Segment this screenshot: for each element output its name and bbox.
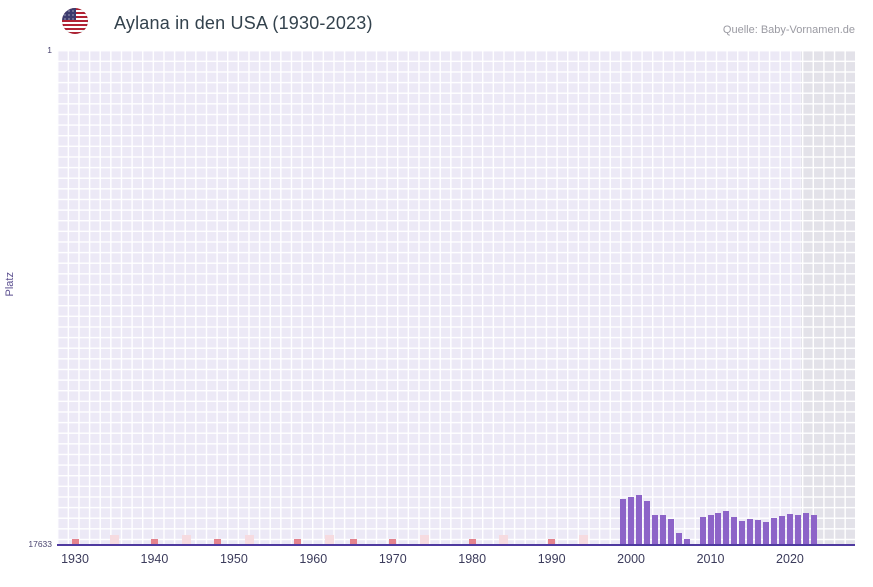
light-marker-1962 [324,535,334,545]
x-tick-2020: 2020 [776,552,804,566]
x-tick-1950: 1950 [219,552,248,566]
x-tick-1980: 1980 [458,552,487,566]
bar-2019[interactable] [779,516,786,545]
light-marker-1935 [110,535,120,545]
us-flag-icon [62,8,88,34]
bar-2006[interactable] [675,533,682,545]
highlight-band [800,50,855,545]
bar-2011[interactable] [715,512,722,545]
dark-marker-1958 [293,539,301,545]
bar-2015[interactable] [747,519,754,545]
bar-2002[interactable] [643,501,650,545]
light-marker-1984 [499,535,509,545]
x-tick-1930: 1930 [61,552,89,566]
y-tick-best: 1 [47,45,52,55]
bar-2007[interactable] [683,539,690,545]
bar-2000[interactable] [628,496,635,545]
page-title: Aylana in den USA (1930-2023) [114,13,373,33]
bar-2001[interactable] [636,494,643,545]
bar-2013[interactable] [731,517,738,545]
bar-2004[interactable] [659,514,666,545]
light-marker-1994 [578,535,588,545]
bar-2021[interactable] [794,514,801,545]
x-tick-1940: 1940 [140,552,169,566]
source-label[interactable]: Quelle: Baby-Vornamen.de [722,24,855,36]
bar-2020[interactable] [786,514,793,545]
dark-marker-1940 [150,539,158,545]
y-axis-title: Platz [4,272,16,297]
bar-2022[interactable] [802,512,809,545]
x-tick-2000: 2000 [617,552,645,566]
bar-2017[interactable] [763,521,770,545]
x-tick-1970: 1970 [378,552,407,566]
x-tick-1960: 1960 [299,552,328,566]
x-axis-line [57,544,855,546]
x-tick-2010: 2010 [696,552,725,566]
dark-marker-1990 [548,539,556,545]
dark-marker-1930 [71,539,79,545]
dark-marker-1965 [349,539,357,545]
dark-marker-1970 [389,539,397,545]
plot-area[interactable] [57,50,855,546]
light-marker-1974 [420,535,430,545]
bar-2005[interactable] [667,519,674,545]
dark-marker-1980 [468,539,476,545]
bar-2014[interactable] [739,521,746,545]
x-axis-ticks: 1930 1940 1950 1960 1970 1980 1990 2000 2010 2020 [57,552,855,570]
bar-1999[interactable] [620,498,627,545]
bar-2009[interactable] [699,517,706,545]
bar-2023[interactable] [810,514,817,545]
us-flag-canton [62,8,76,20]
x-tick-1990: 1990 [537,552,566,566]
light-marker-1944 [181,535,191,545]
dark-marker-1948 [214,539,222,545]
bar-2012[interactable] [723,510,730,545]
bar-2016[interactable] [755,519,762,545]
bar-2018[interactable] [771,518,778,545]
y-tick-worst: 17633 [28,539,52,549]
light-marker-1952 [245,535,255,545]
bar-2003[interactable] [651,514,658,545]
bar-2010[interactable] [707,514,714,545]
